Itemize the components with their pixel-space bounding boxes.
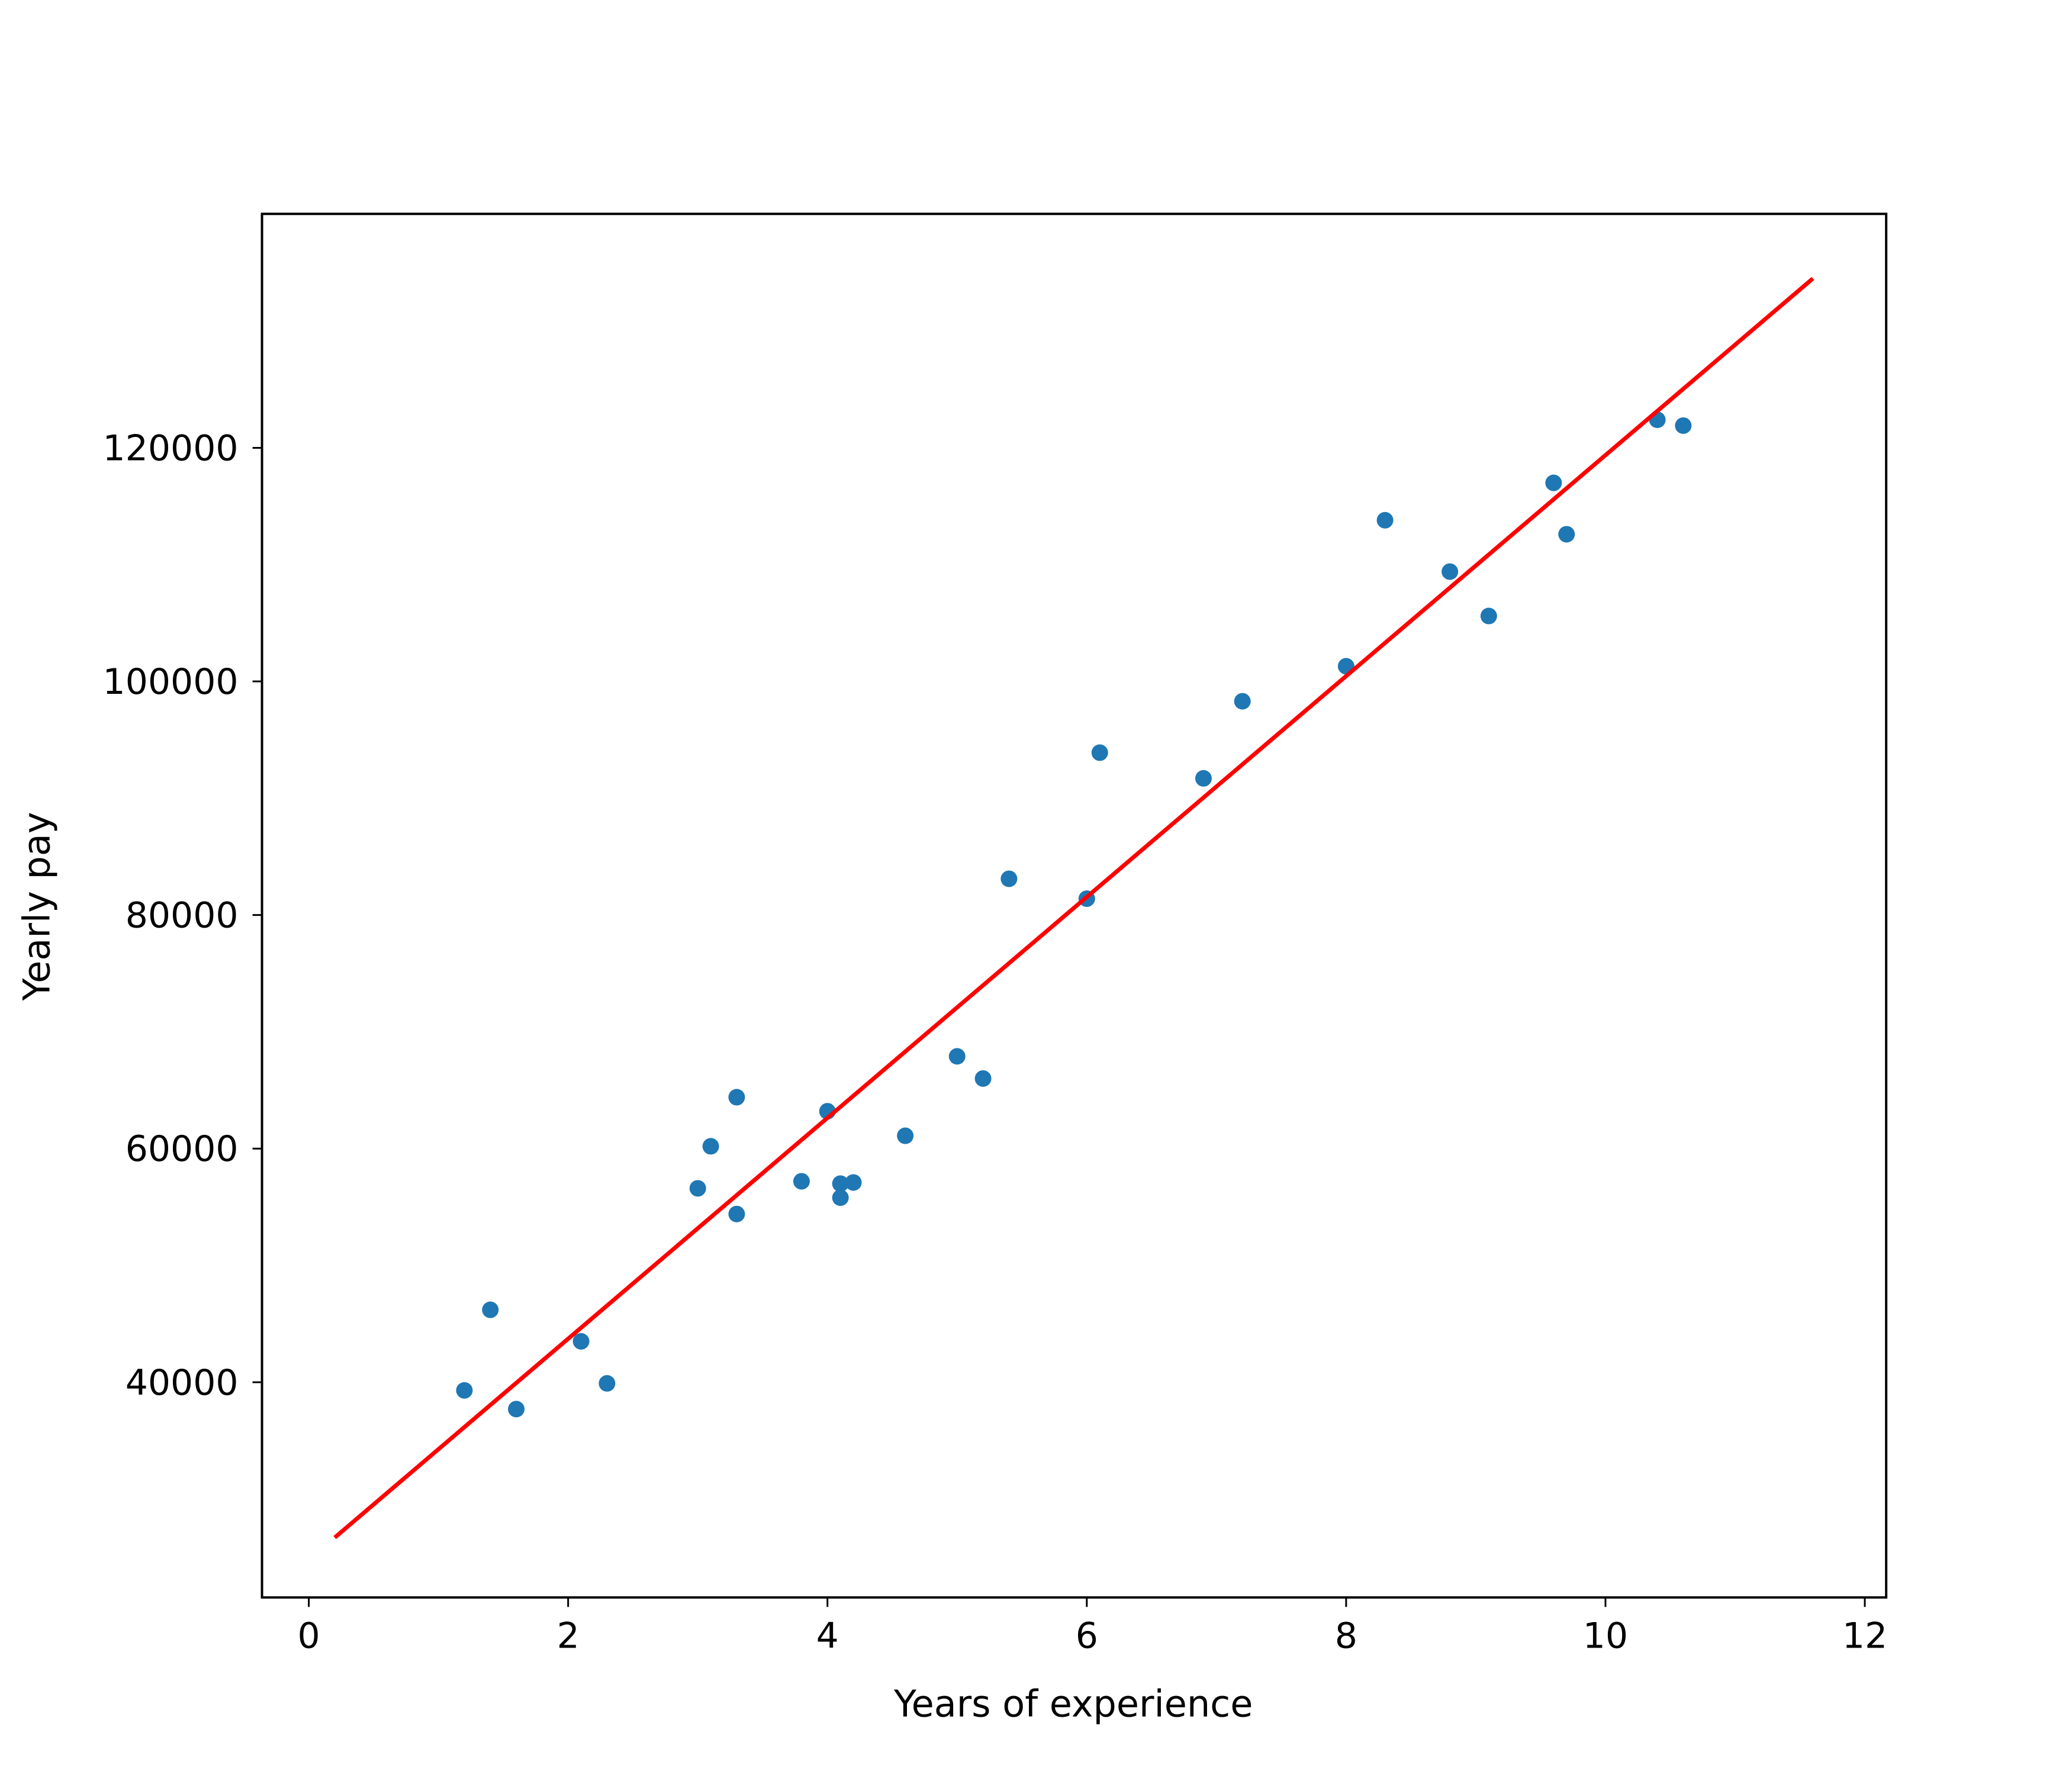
data-point	[689, 1180, 706, 1197]
x-tick-label: 2	[557, 1615, 580, 1656]
data-point	[572, 1333, 590, 1350]
plot-area	[333, 276, 1814, 1539]
x-tick-label: 8	[1335, 1615, 1357, 1656]
data-point	[845, 1174, 862, 1191]
data-point	[482, 1301, 499, 1318]
regression-line	[333, 276, 1814, 1539]
y-tick-label: 40000	[126, 1362, 239, 1404]
data-point	[1675, 417, 1692, 434]
x-tick-label: 0	[298, 1615, 320, 1656]
data-point	[1234, 693, 1251, 710]
data-point	[1558, 526, 1575, 543]
data-point	[1442, 563, 1459, 580]
data-point	[728, 1205, 745, 1222]
data-point	[1480, 607, 1497, 625]
x-axis-ticks: 0 2 4 6 8 10 12	[298, 1597, 1887, 1656]
data-point	[728, 1089, 745, 1106]
x-tick-label: 12	[1842, 1615, 1887, 1656]
x-tick-label: 6	[1076, 1615, 1098, 1656]
x-axis-label: Years of experience	[893, 1682, 1253, 1725]
data-point	[1000, 870, 1018, 887]
data-point	[599, 1375, 616, 1392]
y-axis-ticks: 40000 60000 80000 100000 120000	[103, 427, 262, 1404]
data-point	[1195, 770, 1212, 787]
x-tick-label: 4	[816, 1615, 839, 1656]
data-point	[793, 1173, 810, 1190]
data-point	[456, 1382, 473, 1399]
x-tick-label: 10	[1583, 1615, 1628, 1656]
axes-frame	[260, 213, 1888, 1599]
y-tick-label: 100000	[103, 661, 239, 703]
data-point	[1091, 744, 1108, 761]
data-point	[1376, 511, 1394, 529]
data-point	[702, 1138, 719, 1155]
data-point	[1545, 474, 1562, 491]
data-point	[508, 1401, 525, 1418]
data-point	[948, 1048, 966, 1065]
y-tick-label: 80000	[126, 895, 239, 937]
y-tick-label: 60000	[126, 1128, 239, 1170]
data-point	[897, 1127, 914, 1144]
data-point	[974, 1070, 992, 1087]
data-point	[832, 1189, 849, 1206]
y-tick-label: 120000	[103, 427, 239, 469]
data-point	[832, 1175, 849, 1192]
y-axis-label: Yearly pay	[15, 812, 59, 1001]
